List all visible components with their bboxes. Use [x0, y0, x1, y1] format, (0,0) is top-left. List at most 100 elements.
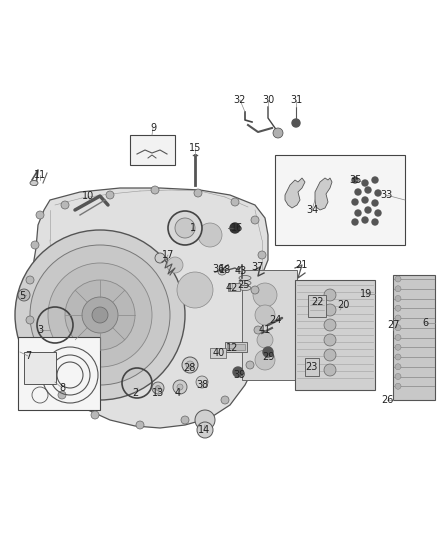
Bar — [305, 358, 319, 376]
Text: 4: 4 — [175, 388, 181, 398]
Circle shape — [372, 200, 378, 206]
Circle shape — [324, 364, 336, 376]
Circle shape — [92, 307, 108, 323]
Circle shape — [255, 305, 275, 325]
Circle shape — [65, 280, 135, 350]
Circle shape — [61, 201, 69, 209]
Circle shape — [395, 364, 401, 370]
Circle shape — [155, 385, 160, 391]
Circle shape — [253, 283, 277, 307]
Text: 10: 10 — [82, 191, 94, 201]
Text: 7: 7 — [25, 351, 31, 361]
Text: 19: 19 — [360, 289, 372, 299]
Circle shape — [167, 257, 183, 273]
Bar — [227, 344, 245, 350]
Circle shape — [136, 421, 144, 429]
Text: 12: 12 — [226, 343, 238, 353]
Text: 15: 15 — [189, 143, 201, 153]
Bar — [130, 135, 175, 165]
Text: 13: 13 — [152, 388, 164, 398]
Polygon shape — [27, 188, 268, 428]
Circle shape — [230, 223, 240, 233]
Bar — [18, 337, 100, 410]
Circle shape — [196, 376, 208, 388]
Circle shape — [18, 289, 30, 301]
Circle shape — [352, 219, 358, 225]
Circle shape — [177, 272, 213, 308]
Circle shape — [173, 380, 187, 394]
Circle shape — [395, 344, 401, 350]
Circle shape — [48, 263, 152, 367]
Bar — [228, 283, 240, 291]
Circle shape — [375, 190, 381, 196]
Text: 32: 32 — [234, 95, 246, 105]
Text: 40: 40 — [213, 348, 225, 358]
Circle shape — [263, 347, 273, 357]
Text: 29: 29 — [262, 352, 274, 362]
Text: 26: 26 — [381, 395, 393, 405]
Circle shape — [198, 223, 222, 247]
Text: 20: 20 — [337, 300, 349, 310]
Circle shape — [155, 253, 165, 263]
Circle shape — [395, 286, 401, 292]
Ellipse shape — [30, 181, 38, 185]
Text: 31: 31 — [290, 95, 302, 105]
Circle shape — [324, 349, 336, 361]
Circle shape — [355, 210, 361, 216]
Circle shape — [362, 197, 368, 203]
Bar — [242, 270, 297, 380]
Circle shape — [362, 217, 368, 223]
Circle shape — [251, 216, 259, 224]
Text: 11: 11 — [34, 170, 46, 180]
Text: 33: 33 — [380, 190, 392, 200]
Circle shape — [231, 198, 239, 206]
Ellipse shape — [239, 280, 251, 286]
Text: 30: 30 — [262, 95, 274, 105]
Circle shape — [82, 297, 118, 333]
Polygon shape — [315, 178, 332, 210]
Circle shape — [324, 289, 336, 301]
Text: 17: 17 — [162, 250, 174, 260]
Circle shape — [233, 367, 243, 377]
Text: 36: 36 — [212, 264, 224, 274]
Circle shape — [395, 383, 401, 389]
Bar — [275, 155, 405, 245]
Circle shape — [324, 334, 336, 346]
Circle shape — [177, 384, 183, 390]
Text: 6: 6 — [422, 318, 428, 328]
Circle shape — [182, 357, 198, 373]
Circle shape — [106, 191, 114, 199]
Text: 5: 5 — [19, 291, 25, 301]
Circle shape — [194, 189, 202, 197]
Ellipse shape — [239, 276, 251, 280]
Circle shape — [197, 422, 213, 438]
Bar — [308, 295, 326, 317]
Circle shape — [395, 374, 401, 379]
Circle shape — [395, 335, 401, 341]
Ellipse shape — [218, 269, 226, 275]
Circle shape — [31, 241, 39, 249]
Circle shape — [352, 199, 358, 205]
Circle shape — [362, 180, 368, 186]
Text: 25: 25 — [238, 280, 250, 290]
Text: 24: 24 — [269, 315, 281, 325]
Circle shape — [292, 119, 300, 127]
Text: 38: 38 — [196, 380, 208, 390]
Circle shape — [375, 210, 381, 216]
Circle shape — [30, 245, 170, 385]
Text: 8: 8 — [59, 383, 65, 393]
Text: 35: 35 — [349, 175, 361, 185]
Circle shape — [251, 286, 259, 294]
Text: 1: 1 — [190, 223, 196, 233]
Text: 21: 21 — [295, 260, 307, 270]
Circle shape — [395, 315, 401, 321]
Text: 9: 9 — [150, 123, 156, 133]
Circle shape — [221, 396, 229, 404]
Circle shape — [273, 128, 283, 138]
Bar — [225, 342, 247, 352]
Circle shape — [15, 230, 185, 400]
Circle shape — [395, 354, 401, 360]
Circle shape — [258, 251, 266, 259]
Circle shape — [355, 189, 361, 195]
Circle shape — [254, 326, 262, 334]
